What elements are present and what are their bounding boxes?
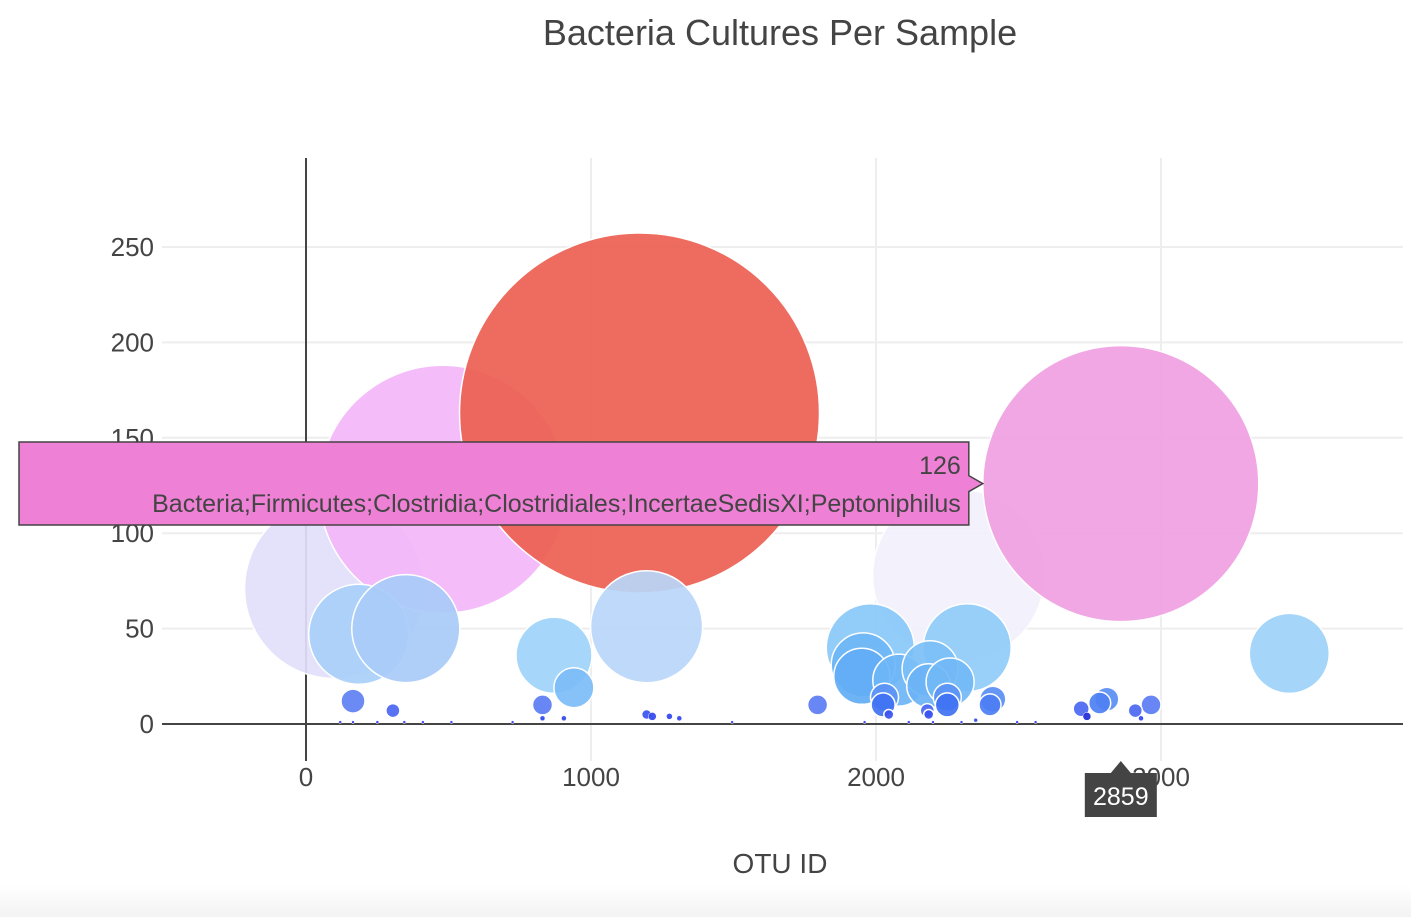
bubble-point[interactable] (351, 573, 461, 684)
bubble-point[interactable] (449, 720, 454, 724)
bubble-point[interactable] (1082, 712, 1092, 721)
bubble-point[interactable] (862, 720, 867, 724)
bubble-point[interactable] (340, 688, 366, 714)
bubble-point[interactable] (648, 712, 657, 721)
bubble-point[interactable] (907, 720, 911, 724)
x-tick-label: 2000 (847, 762, 905, 792)
bubble-point[interactable] (676, 715, 683, 722)
bubble-point[interactable] (666, 713, 673, 720)
bubble-point[interactable] (1033, 720, 1038, 724)
bubble-point[interactable] (421, 720, 425, 724)
x-tick-label: 0 (299, 762, 313, 792)
y-tick-label: 0 (140, 709, 154, 739)
bubble-point[interactable] (385, 702, 401, 719)
y-tick-label: 50 (125, 614, 154, 644)
chart-title: Bacteria Cultures Per Sample (543, 12, 1017, 53)
y-tick-label: 200 (111, 327, 154, 357)
x-axis-title: OTU ID (733, 848, 828, 879)
bubble-point[interactable] (1138, 715, 1144, 722)
bubble-point[interactable] (561, 715, 567, 722)
bubble-point[interactable] (1015, 720, 1019, 724)
hover-tooltip-box (18, 441, 985, 526)
bubble-point[interactable] (553, 666, 595, 709)
bubble-point[interactable] (959, 720, 964, 724)
bubble-point[interactable] (589, 569, 704, 684)
bubble-point[interactable] (973, 717, 978, 723)
bubble-point[interactable] (539, 715, 546, 722)
bubble-point[interactable] (982, 344, 1260, 623)
bubble-point[interactable] (934, 692, 961, 718)
bubble-point[interactable] (351, 720, 355, 724)
bubble-point[interactable] (510, 720, 515, 724)
bubble-point[interactable] (402, 720, 407, 724)
bubble-point[interactable] (1248, 612, 1331, 695)
bubble-point[interactable] (978, 693, 1002, 717)
x-tick-label: 1000 (562, 762, 620, 792)
bubble-point[interactable] (1087, 691, 1112, 715)
x-hover-label-box (1084, 761, 1157, 817)
bottom-fade (0, 885, 1411, 917)
hover-text-label: Bacteria;Firmicutes;Clostridia;Clostridi… (152, 490, 961, 518)
bubble-point[interactable] (883, 708, 895, 721)
bubble-point[interactable] (338, 720, 342, 724)
hover-value-label: 126 (919, 452, 961, 480)
hover-layer: 126 Bacteria;Firmicutes;Clostridia;Clostr… (18, 441, 1157, 817)
bubble-point[interactable] (458, 232, 821, 594)
bubble-point[interactable] (730, 720, 734, 724)
bubble-point[interactable] (531, 694, 554, 716)
bubble-point[interactable] (806, 694, 829, 716)
y-tick-label: 250 (111, 232, 154, 262)
bubble-point[interactable] (1140, 694, 1162, 716)
bubble-point[interactable] (922, 708, 935, 721)
bubble-point[interactable] (931, 720, 935, 724)
x-hover-label: 2859 (1093, 783, 1149, 811)
bubble-point[interactable] (375, 720, 380, 724)
bubble-point[interactable] (1127, 702, 1144, 719)
